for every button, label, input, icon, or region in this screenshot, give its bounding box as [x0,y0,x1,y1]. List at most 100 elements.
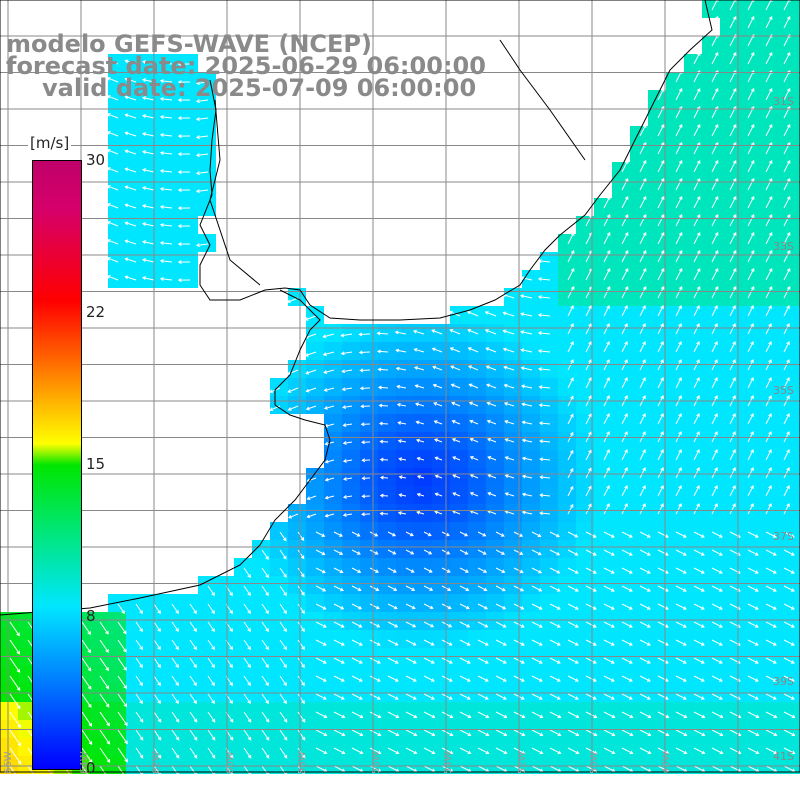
wind-arrow [207,639,215,650]
wind-arrow-head [358,350,363,355]
wind-cell [450,612,468,630]
wind-arrow-head [464,532,469,537]
wind-arrow [639,160,647,173]
wind-arrow [783,286,791,299]
wind-arrow-head [393,605,398,610]
wind-arrow [189,657,197,668]
wind-arrow-head [139,754,144,759]
wind-cell [792,54,800,72]
wind-arrow-head [624,323,628,328]
wind-arrow-head [574,570,579,574]
wind-arrow [621,693,633,700]
wind-cell [450,522,468,540]
wind-arrow-head [791,714,796,719]
wind-cell [558,702,576,720]
wind-cell [576,576,594,594]
wind-cell [792,162,800,180]
wind-cell [540,558,558,576]
wind-arrow-head [502,642,507,646]
wind-cell [594,288,612,306]
wind-arrow [495,765,507,772]
wind-arrow-head [786,449,790,454]
wind-arrow-head [556,696,561,700]
wind-arrow [297,603,305,614]
wind-arrow-head [157,700,161,705]
wind-arrow-head [786,0,791,2]
wind-arrow [531,567,542,574]
wind-arrow-head [468,365,472,369]
wind-cell [792,612,800,630]
wind-cell [198,144,216,162]
wind-cell [144,612,162,630]
wind-arrow-head [646,570,651,574]
wind-arrow [89,59,101,65]
wind-arrow-head [732,359,736,364]
wind-arrow [585,531,597,538]
wind-arrow [657,413,664,425]
wind-arrow-head [786,485,790,490]
wind-arrow [621,196,629,209]
wind-arrow [711,567,723,574]
wind-cell [648,666,666,684]
lat-label: 33S [773,240,794,253]
wind-arrow-head [16,632,20,637]
wind-arrow [549,729,561,736]
wind-arrow [603,567,615,574]
wind-arrow [315,621,327,628]
wind-arrow-head [588,305,592,310]
wind-arrow-head [359,750,364,755]
wind-arrow [538,260,551,263]
wind-arrow-head [504,474,509,478]
wind-arrow-head [678,431,682,436]
wind-cell [756,54,774,72]
wind-cell [378,522,396,540]
wind-arrow-head [486,401,491,406]
wind-cell [684,576,702,594]
wind-arrow-head [718,624,723,628]
wind-arrow [621,467,628,479]
wind-arrow-head [610,642,615,646]
wind-arrow-head [157,718,162,723]
wind-cell [702,522,720,540]
wind-cell [18,630,36,648]
wind-arrow-head [570,341,574,346]
wind-cell [702,162,720,180]
wind-arrow [729,34,737,47]
wind-cell [558,756,576,774]
wind-arrow-head [624,467,628,472]
wind-arrow [342,369,353,373]
wind-arrow [125,276,137,281]
wind-arrow-head [718,588,723,592]
wind-cell [666,252,684,270]
wind-arrow-head [520,348,525,353]
wind-arrow [783,88,791,101]
wind-arrow [675,485,682,497]
wind-cell [504,594,522,612]
wind-cell [126,126,144,144]
wind-cell [594,378,612,396]
wind-arrow-head [157,610,161,615]
wind-cell [324,504,342,522]
wind-arrow-head [106,202,111,207]
wind-cell [252,738,270,756]
wind-arrow-head [592,570,597,574]
wind-arrow-head [142,258,147,263]
wind-arrow-head [678,195,683,200]
wind-arrow-head [157,736,162,741]
wind-arrow-head [434,456,439,461]
wind-arrow-head [678,413,682,418]
wind-arrow-head [16,705,21,710]
wind-arrow-head [750,123,755,128]
wind-arrow [89,167,101,173]
wind-arrow-head [356,533,361,537]
wind-arrow [315,639,327,646]
wind-cell [756,18,774,36]
wind-cell [144,144,162,162]
wind-arrow [441,621,452,628]
wind-arrow [549,639,561,646]
wind-arrow [423,765,435,772]
wind-arrow-head [88,220,93,225]
wind-arrow-head [696,413,700,418]
wind-arrow [261,711,270,723]
wind-cell [342,396,360,414]
